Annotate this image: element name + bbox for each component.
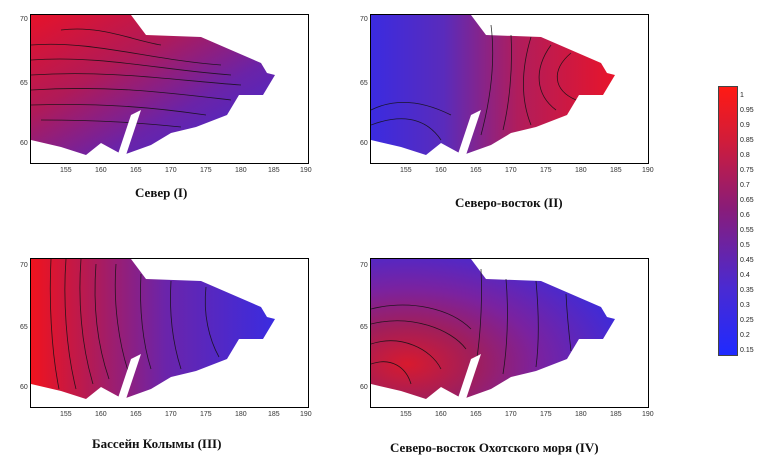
x-tick: 175 bbox=[540, 411, 552, 418]
x-tick: 160 bbox=[435, 411, 447, 418]
map-caption: Север (I) bbox=[135, 185, 188, 200]
x-tick: 155 bbox=[60, 167, 72, 174]
x-tick: 165 bbox=[130, 167, 142, 174]
x-tick: 180 bbox=[575, 167, 587, 174]
legend-label: 0.35 bbox=[740, 287, 754, 294]
y-tick: 70 bbox=[360, 262, 368, 269]
x-tick: 180 bbox=[235, 411, 247, 418]
map-frame bbox=[370, 14, 649, 164]
legend-label: 0.8 bbox=[740, 152, 750, 159]
legend-label: 0.4 bbox=[740, 272, 750, 279]
x-tick: 155 bbox=[400, 167, 412, 174]
legend-label: 0.25 bbox=[740, 317, 754, 324]
legend-label: 0.85 bbox=[740, 137, 754, 144]
x-tick: 175 bbox=[540, 167, 552, 174]
x-tick: 170 bbox=[505, 411, 517, 418]
x-tick: 165 bbox=[130, 411, 142, 418]
map-frame bbox=[30, 258, 309, 408]
x-tick: 155 bbox=[400, 411, 412, 418]
x-tick: 190 bbox=[642, 167, 654, 174]
map-caption: Бассейн Колымы (III) bbox=[92, 436, 222, 451]
x-tick: 185 bbox=[610, 411, 622, 418]
contour-map-north bbox=[31, 15, 275, 160]
map-frame bbox=[30, 14, 309, 164]
legend-label: 0.7 bbox=[740, 182, 750, 189]
contour-map-kolyma bbox=[31, 259, 275, 404]
x-tick: 190 bbox=[300, 167, 312, 174]
x-tick: 165 bbox=[470, 167, 482, 174]
y-tick: 60 bbox=[360, 384, 368, 391]
x-tick: 185 bbox=[268, 167, 280, 174]
map-caption: Северо-восток (II) bbox=[455, 195, 563, 210]
x-tick: 170 bbox=[505, 167, 517, 174]
legend-label: 0.95 bbox=[740, 107, 754, 114]
contour-map-northeast bbox=[371, 15, 615, 160]
x-tick: 160 bbox=[435, 167, 447, 174]
x-tick: 185 bbox=[610, 167, 622, 174]
x-tick: 175 bbox=[200, 411, 212, 418]
x-tick: 165 bbox=[470, 411, 482, 418]
map-frame bbox=[370, 258, 649, 408]
map-caption: Северо-восток Охотского моря (IV) bbox=[390, 440, 599, 455]
x-tick: 170 bbox=[165, 167, 177, 174]
y-tick: 70 bbox=[360, 16, 368, 23]
color-scale-bar bbox=[718, 86, 738, 356]
legend-label: 0.65 bbox=[740, 197, 754, 204]
y-tick: 70 bbox=[20, 16, 28, 23]
x-tick: 175 bbox=[200, 167, 212, 174]
x-tick: 160 bbox=[95, 411, 107, 418]
contour-map-okhotsk bbox=[371, 259, 615, 404]
x-tick: 170 bbox=[165, 411, 177, 418]
legend-label: 0.75 bbox=[740, 167, 754, 174]
x-tick: 185 bbox=[268, 411, 280, 418]
legend-label: 1 bbox=[740, 92, 744, 99]
y-tick: 70 bbox=[20, 262, 28, 269]
y-tick: 65 bbox=[360, 324, 368, 331]
x-tick: 190 bbox=[642, 411, 654, 418]
legend-label: 0.9 bbox=[740, 122, 750, 129]
x-tick: 155 bbox=[60, 411, 72, 418]
legend-label: 0.6 bbox=[740, 212, 750, 219]
y-tick: 65 bbox=[20, 324, 28, 331]
legend-label: 0.55 bbox=[740, 227, 754, 234]
x-tick: 180 bbox=[575, 411, 587, 418]
legend-label: 0.3 bbox=[740, 302, 750, 309]
legend-label: 0.5 bbox=[740, 242, 750, 249]
x-tick: 180 bbox=[235, 167, 247, 174]
x-tick: 190 bbox=[300, 411, 312, 418]
y-tick: 65 bbox=[20, 80, 28, 87]
y-tick: 60 bbox=[20, 384, 28, 391]
legend-label: 0.45 bbox=[740, 257, 754, 264]
legend-label: 0.15 bbox=[740, 347, 754, 354]
y-tick: 60 bbox=[20, 140, 28, 147]
y-tick: 60 bbox=[360, 140, 368, 147]
legend-label: 0.2 bbox=[740, 332, 750, 339]
x-tick: 160 bbox=[95, 167, 107, 174]
y-tick: 65 bbox=[360, 80, 368, 87]
